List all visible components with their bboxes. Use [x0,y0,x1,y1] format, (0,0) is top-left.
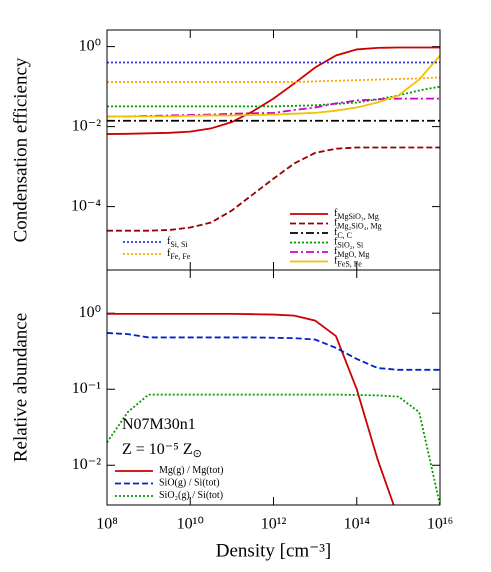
x-tick-label: 10¹² [261,516,287,533]
legend-name: Mg(g) / Mg(tot) [159,465,223,476]
legend-sub: C, C [337,231,352,240]
x-axis-label: Density [cm⁻³] [216,540,331,561]
annotation: N07M30n1 [122,416,196,433]
x-tick-label: 10¹⁶ [427,516,453,533]
series-line [107,332,440,371]
legend-label: fC, C [334,227,352,240]
annotation-text: N07M30n1 [122,416,196,433]
legend-name: f [167,236,171,247]
legend-name: f [334,227,338,238]
legend-name: f [334,208,338,219]
annotation-text: Z = 10⁻⁵ Z [122,441,193,458]
y-tick-label: 10⁰ [79,37,101,54]
y-axis-label: Condensation efficiency [10,57,31,242]
legend-label: SiO(g) / Si(tot) [159,478,220,489]
legend-label: fSi, Si [167,236,188,249]
legend-sub: FeS, Fe [337,259,362,268]
series-line [107,312,395,505]
legend-sub: MgSiO₃, Mg [337,212,378,221]
legend-name: f [334,218,338,229]
legend-label: SiO₂(g) / Si(tot) [159,490,223,501]
legend-name: f [334,237,338,248]
series-line [107,393,440,505]
legend-sub: Fe, Fe [170,252,190,261]
legend-sub: Mg₂SiO₄, Mg [337,221,381,230]
x-tick-label: 10¹⁰ [177,516,204,533]
legend-label: fFe, Fe [167,248,191,261]
annotation-sub: ⊙ [193,448,202,460]
legend-label: fFeS, Fe [334,256,362,269]
legend-label: fMgSiO₃, Mg [334,208,379,221]
plot-frame [106,29,441,271]
annotation: Z = 10⁻⁵ Z⊙ [122,441,202,460]
legend-name: SiO₂(g) / Si(tot) [159,490,223,501]
legend-sub: SiO₂, Si [337,240,364,249]
y-axis-label: Relative abundance [10,313,31,462]
y-tick-label: 10⁰ [79,304,101,321]
series-line [107,146,440,232]
y-tick-label: 10⁻² [72,117,101,134]
legend-label: fMg₂SiO₄, Mg [334,218,382,231]
y-tick-label: 10⁻² [72,456,101,473]
legend-name: SiO(g) / Si(tot) [159,478,220,489]
x-tick-label: 10¹⁴ [344,516,371,533]
legend-name: f [167,248,171,259]
legend-name: f [334,246,338,257]
series-line [107,54,440,118]
series-line [107,46,440,135]
legend-sub: Si, Si [170,240,188,249]
legend-label: fMgO, Mg [334,246,369,259]
series-line [107,76,440,83]
x-tick-label: 10⁸ [96,516,118,533]
series-line [107,85,440,108]
y-tick-label: 10⁻¹ [72,380,101,397]
legend-label: Mg(g) / Mg(tot) [159,465,223,476]
plot-frame [106,269,441,506]
legend-name: f [334,256,338,267]
legend-label: fSiO₂, Si [334,237,364,250]
y-tick-label: 10⁻⁴ [71,197,101,214]
legend-sub: MgO, Mg [337,250,369,259]
